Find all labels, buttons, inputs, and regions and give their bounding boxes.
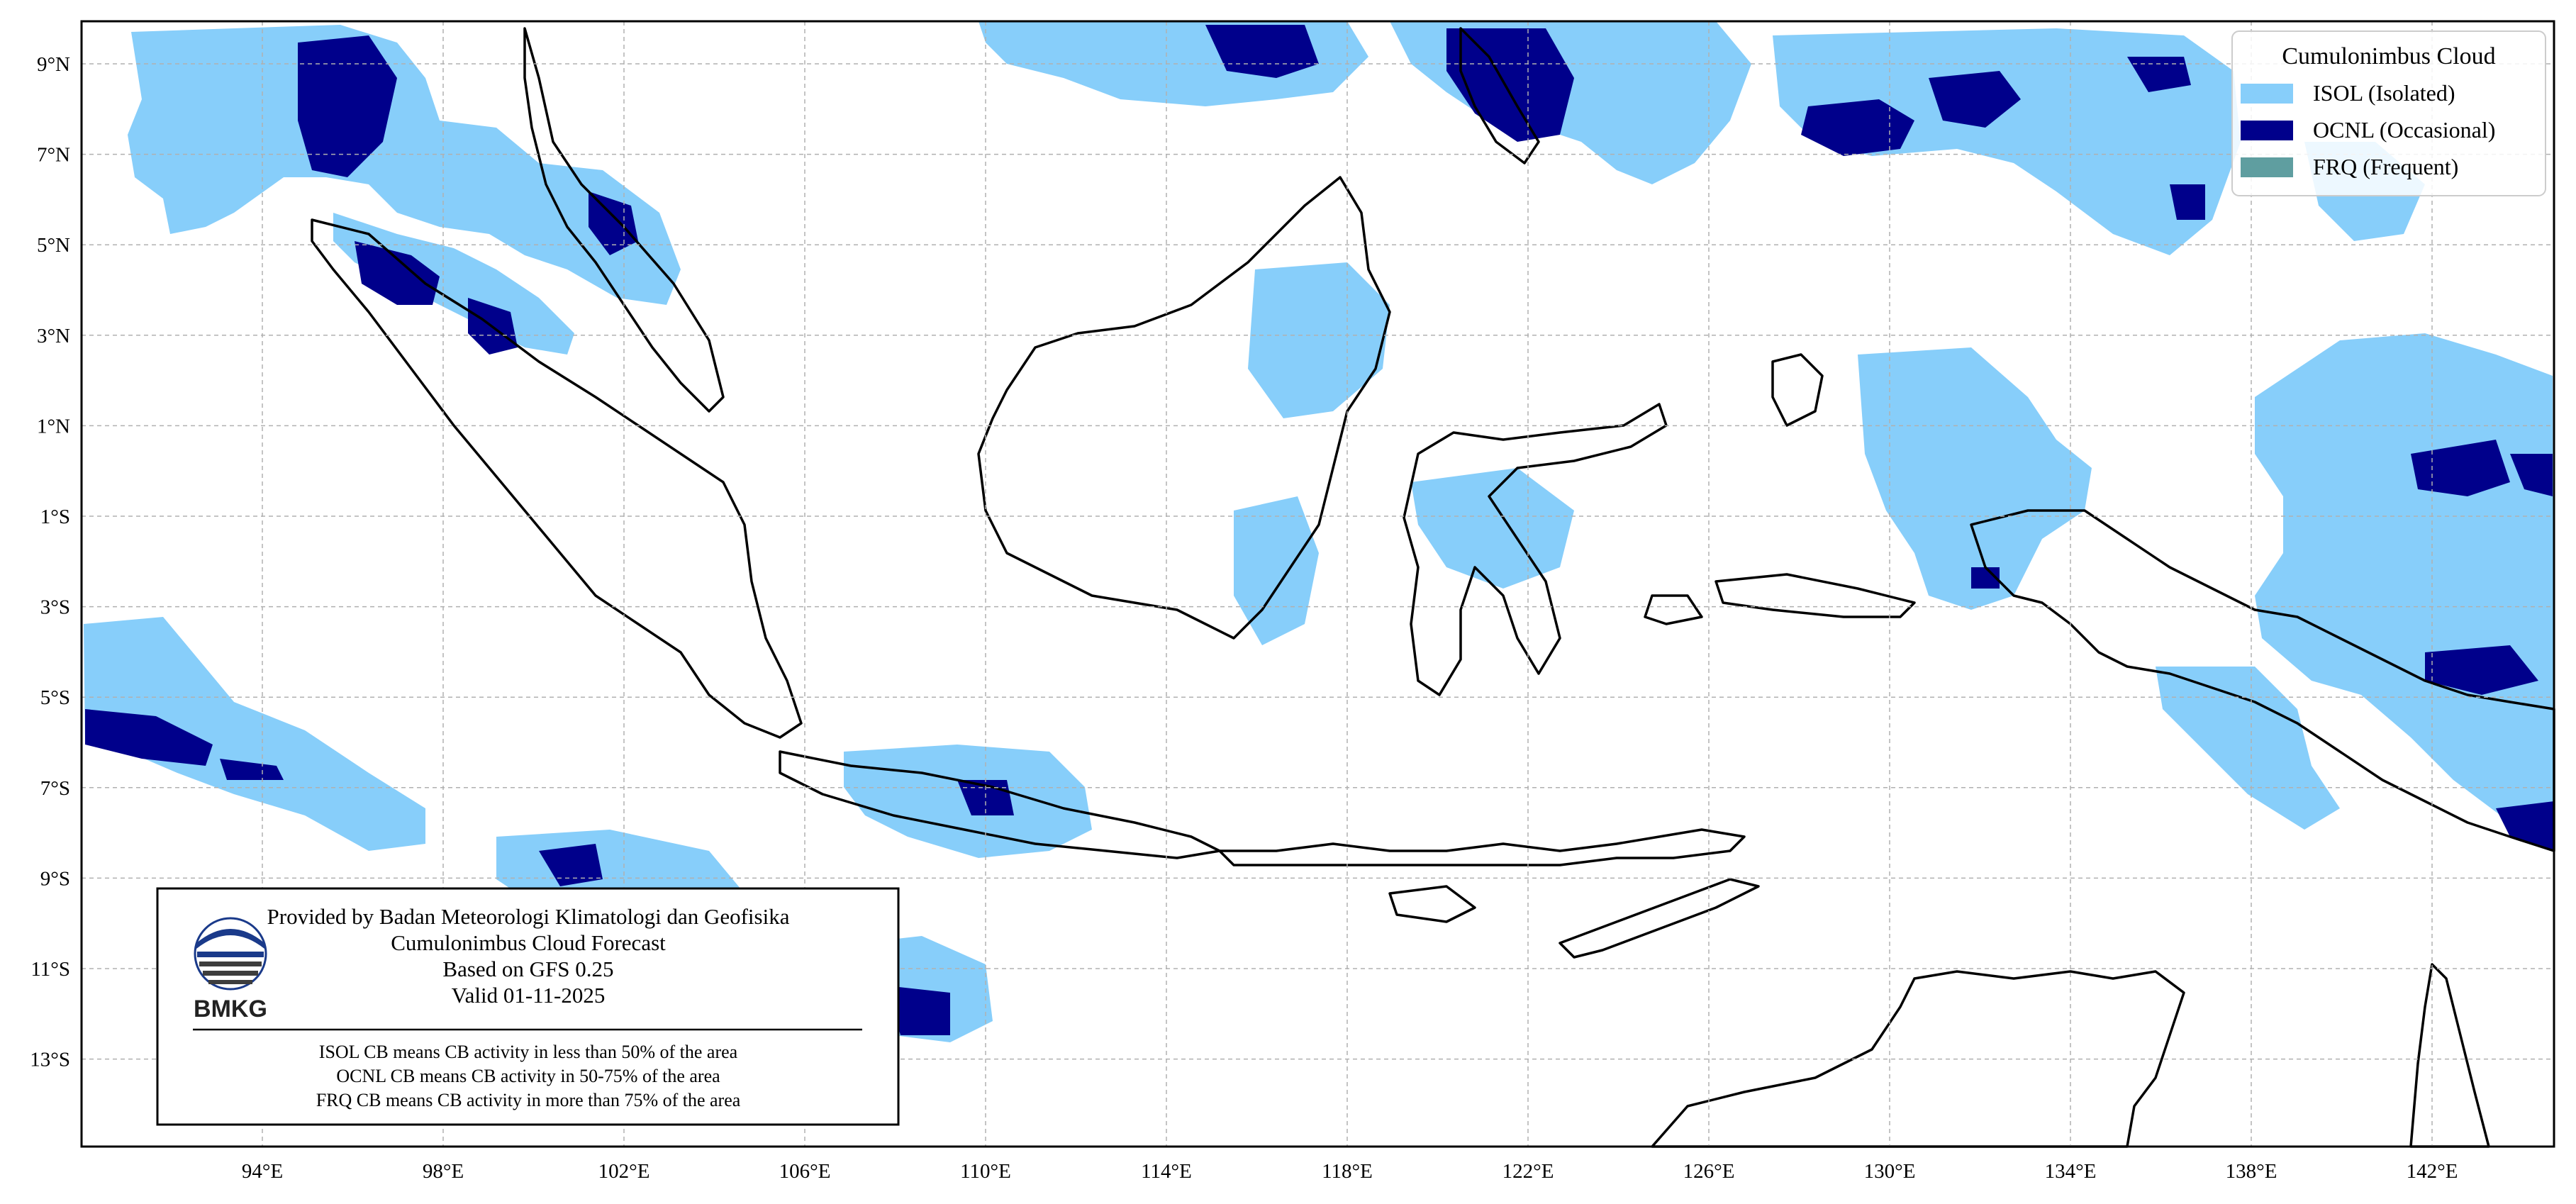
ocnl-region-pacific-4	[2170, 184, 2205, 220]
lon-tick-label: 134°E	[2045, 1160, 2097, 1183]
info-note-isol: ISOL CB means CB activity in less than 5…	[319, 1042, 738, 1062]
lon-tick-label: 114°E	[1141, 1160, 1192, 1183]
coastline-java	[779, 750, 1221, 859]
lon-tick-label: 122°E	[1502, 1160, 1554, 1183]
ocnl-region-scs	[1205, 25, 1319, 78]
coastline-buru	[1644, 594, 1703, 625]
map-frame	[80, 20, 2555, 1148]
lon-tick-label: 126°E	[1683, 1160, 1735, 1183]
lon-tick-label: 118°E	[1322, 1160, 1373, 1183]
longitude-ticks: 94°E 98°E 102°E 106°E 110°E 114°E 118°E 122°E 12…	[242, 1160, 2458, 1183]
lat-tick-label: 7°N	[37, 144, 70, 167]
ocnl-region-papua-3	[2425, 645, 2538, 695]
info-box: Provided by Badan Meteorologi Klimatolog…	[156, 887, 900, 1126]
lon-tick-label: 138°E	[2226, 1160, 2277, 1183]
coastline-halmahera	[1771, 353, 1824, 427]
info-product: Cumulonimbus Cloud Forecast	[391, 930, 666, 955]
bmkg-logo: BMKG	[194, 917, 267, 1022]
legend-label-frq: FRQ (Frequent)	[2313, 154, 2458, 179]
coastline-seram	[1714, 573, 1916, 618]
info-note-ocnl: OCNL CB means CB activity in 50-75% of t…	[336, 1066, 720, 1086]
ocnl-region-andaman	[298, 35, 397, 177]
coastline-lesser-sunda	[1218, 828, 1746, 866]
info-valid: Valid 01-11-2025	[452, 983, 606, 1008]
isol-region-arafura	[2156, 667, 2340, 830]
bmkg-logo-text: BMKG	[194, 996, 267, 1022]
lon-tick-label: 102°E	[598, 1160, 650, 1183]
ocnl-region-sumatra-1	[355, 241, 440, 305]
isol-region-sulawesi	[1411, 468, 1574, 589]
ocnl-region-pacific-2	[1929, 71, 2021, 128]
info-note-frq: FRQ CB means CB activity in more than 75…	[316, 1090, 741, 1110]
ocnl-region-indian-ocean-2	[220, 759, 284, 780]
lat-tick-label: 5°N	[37, 234, 70, 257]
coastline-malay-peninsula	[523, 27, 725, 413]
lat-tick-label: 9°S	[40, 867, 70, 890]
legend-label-ocnl: OCNL (Occasional)	[2313, 117, 2495, 143]
lat-tick-label: 7°S	[40, 777, 70, 800]
lon-tick-label: 106°E	[779, 1160, 831, 1183]
coastline-sulawesi	[1403, 403, 1668, 696]
info-provider: Provided by Badan Meteorologi Klimatolog…	[267, 904, 790, 929]
lat-tick-label: 13°S	[30, 1049, 70, 1071]
lat-tick-label: 1°S	[40, 506, 70, 528]
info-model: Based on GFS 0.25	[442, 957, 613, 981]
ocnl-region-papua-1	[2411, 440, 2510, 496]
ocnl-region-southwest	[886, 986, 950, 1035]
isol-region-indian-ocean-west	[84, 617, 425, 851]
ocnl-region-papua-2	[2510, 454, 2553, 496]
legend-swatch-isol	[2241, 84, 2293, 104]
legend-label-isol: ISOL (Isolated)	[2313, 80, 2455, 106]
legend: Cumulonimbus Cloud ISOL (Isolated) OCNL …	[2231, 30, 2546, 196]
lat-tick-label: 1°N	[37, 415, 70, 437]
latitude-ticks: 9°N 7°N 5°N 3°N 1°N 1°S 3°S 5°S 7°S 9°S 11°S 13°S	[30, 53, 70, 1071]
lat-tick-label: 11°S	[30, 958, 70, 981]
info-box-frame	[156, 887, 900, 1126]
coastline-papua	[1970, 509, 2555, 852]
ocnl-region-malaysia	[589, 191, 638, 255]
legend-box	[2231, 30, 2546, 196]
legend-title: Cumulonimbus Cloud	[2282, 43, 2495, 69]
lat-tick-label: 3°S	[40, 596, 70, 619]
isol-region-kalimantan-east	[1248, 262, 1390, 418]
coastline-philippines	[1459, 27, 1540, 165]
ocnl-cloud-layer	[85, 25, 2554, 1035]
ocnl-region-pacific-1	[1801, 99, 1914, 156]
lon-tick-label: 130°E	[1864, 1160, 1916, 1183]
lon-tick-label: 98°E	[423, 1160, 464, 1183]
isol-region-maluku	[1858, 347, 2092, 610]
coastline-layer	[311, 27, 2555, 1148]
ocnl-region-maluku	[1971, 567, 2000, 589]
ocnl-region-arafura-east	[2496, 801, 2554, 851]
lat-tick-label: 3°N	[37, 325, 70, 347]
ocnl-region-pacific-3	[2127, 57, 2191, 92]
lat-tick-label: 5°S	[40, 686, 70, 709]
isol-region-sumatra-north	[333, 213, 574, 355]
lon-tick-label: 110°E	[960, 1160, 1011, 1183]
lon-tick-label: 142°E	[2407, 1160, 2458, 1183]
isol-region-northwest	[128, 25, 681, 305]
coastline-sumba	[1388, 885, 1476, 923]
coastline-australia-north	[1651, 970, 2185, 1148]
coastline-timor	[1559, 878, 1760, 959]
lat-tick-label: 9°N	[37, 53, 70, 76]
ocnl-region-south-java	[539, 844, 603, 886]
coastline-sumatra	[311, 218, 803, 739]
coastline-cape-york	[2409, 963, 2490, 1148]
lon-tick-label: 94°E	[242, 1160, 283, 1183]
legend-swatch-ocnl	[2241, 121, 2293, 140]
coastline-borneo	[977, 176, 1391, 640]
legend-swatch-frq	[2241, 157, 2293, 177]
ocnl-region-indian-ocean	[85, 709, 213, 766]
isol-region-makassar	[1234, 496, 1319, 645]
